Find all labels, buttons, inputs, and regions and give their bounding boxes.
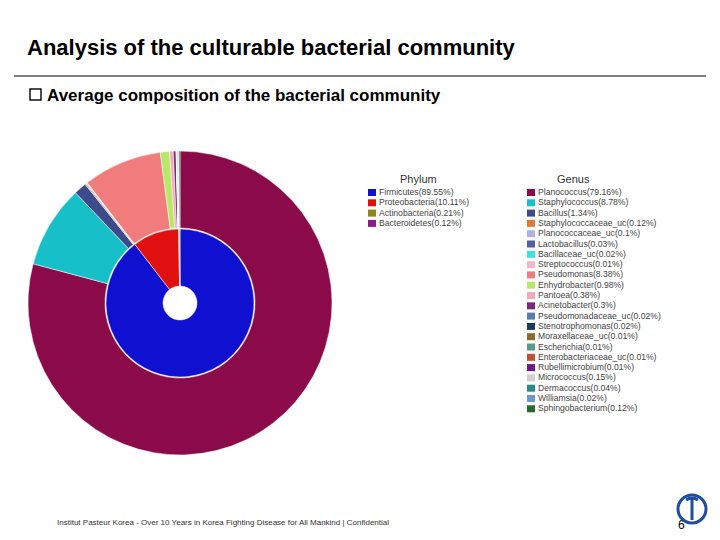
slice — [178, 151, 179, 228]
legend-swatch — [368, 210, 376, 217]
slide: Analysis of the culturable bacterial com… — [0, 0, 720, 540]
logo — [678, 495, 706, 523]
legend-swatch — [527, 354, 535, 361]
legend-swatch — [527, 374, 535, 381]
slice — [177, 151, 179, 228]
footer-text: Institut Pasteur Korea - Over 10 Years i… — [57, 518, 389, 527]
legend-swatch — [527, 323, 535, 330]
slice — [177, 151, 179, 228]
logo-ring — [678, 495, 706, 523]
legend-swatch — [527, 344, 535, 351]
legend-swatch — [527, 313, 535, 320]
legend-label: Sphingobacterium(0.12%) — [538, 403, 637, 413]
slice — [106, 229, 254, 377]
legend-label: Stenotrophomonas(0.02%) — [538, 321, 641, 331]
slice — [28, 151, 332, 455]
legend-swatch — [527, 292, 535, 299]
legend: Phylum Firmicutes(89.55%)Proteobacteria(1… — [368, 173, 661, 413]
legend-swatch — [527, 271, 535, 278]
sunburst — [28, 151, 332, 455]
slice — [177, 151, 179, 228]
legend-swatch — [527, 395, 535, 402]
legend-label: Proteobacteria(10.11%) — [379, 197, 469, 207]
slice — [178, 229, 179, 286]
slice — [178, 151, 180, 228]
legend-swatch — [527, 261, 535, 268]
legend-swatch — [368, 189, 376, 196]
bullet — [30, 89, 41, 100]
legend-label: Staphylococcaceae_uc(0.12%) — [538, 218, 657, 228]
legend-swatch — [527, 230, 535, 237]
subtitle: Average composition of the bacterial com… — [47, 86, 441, 105]
legend-label: Williamsia(0.02%) — [538, 393, 607, 403]
slice — [176, 151, 178, 228]
legend-swatch — [527, 251, 535, 258]
legend-label: Enhydrobacter(0.98%) — [538, 280, 624, 290]
legend-swatch — [368, 220, 376, 227]
legend-label: Bacillaceae_uc(0.02%) — [538, 249, 626, 259]
legend-swatch — [527, 302, 535, 309]
legend-label: Planococcus(79.16%) — [538, 187, 622, 197]
legend-label: Rubellimicrobium(0.01%) — [538, 362, 634, 372]
legend-label: Micrococcus(0.15%) — [538, 372, 616, 382]
title-rule — [14, 75, 706, 77]
legend-swatch — [527, 405, 535, 412]
legend-swatch — [527, 199, 535, 206]
legend-label: Pantoea(0.38%) — [538, 290, 600, 300]
legend-swatch — [527, 210, 535, 217]
legend-label: Planococcaceae_uc(0.1%) — [538, 228, 640, 238]
slice — [176, 151, 178, 228]
slice — [177, 151, 179, 228]
legend-swatch — [527, 282, 535, 289]
legend-label: Streptococcus(0.01%) — [538, 259, 623, 269]
legend-label: Enterobacteriaceae_uc(0.01%) — [538, 352, 657, 362]
legend-swatch — [368, 199, 376, 206]
legend-label: Acinetobacter(0.3%) — [538, 300, 616, 310]
legend-label: Bacteroidetes(0.12%) — [379, 218, 462, 228]
slice — [176, 151, 178, 228]
legend-swatch — [527, 220, 535, 227]
legend-label: Lactobacillus(0.03%) — [538, 239, 618, 249]
slice — [179, 229, 181, 286]
legend-label: Bacillus(1.34%) — [538, 208, 598, 218]
legend-swatch — [527, 189, 535, 196]
legend-swatch — [527, 385, 535, 392]
legend-label: Dermacoccus(0.04%) — [538, 383, 621, 393]
background — [0, 0, 720, 540]
legend-title: Phylum — [400, 173, 437, 185]
legend-label: Moraxellaceae_uc(0.01%) — [538, 331, 638, 341]
legend-label: Actinobacteria(0.21%) — [379, 208, 464, 218]
slide-title: Analysis of the culturable bacterial com… — [27, 35, 516, 60]
legend-swatch — [527, 364, 535, 371]
legend-swatch — [527, 241, 535, 248]
legend-title: Genus — [557, 173, 590, 185]
legend-label: Staphylococcus(8.78%) — [538, 197, 628, 207]
logo-mark — [686, 498, 698, 520]
legend-label: Pseudomonadaceae_uc(0.02%) — [538, 311, 661, 321]
legend-swatch — [527, 333, 535, 340]
legend-label: Escherichia(0.01%) — [538, 342, 613, 352]
slice — [179, 151, 180, 228]
slice — [87, 152, 170, 243]
legend-label: Firmicutes(89.55%) — [379, 187, 454, 197]
legend-label: Pseudomonas(8.38%) — [538, 269, 623, 279]
